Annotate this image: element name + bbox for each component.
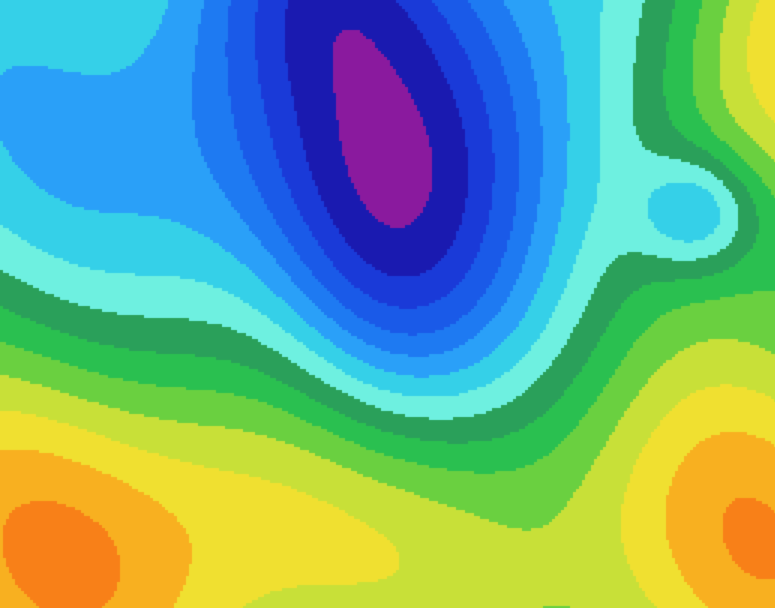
contour-plot	[0, 0, 775, 608]
